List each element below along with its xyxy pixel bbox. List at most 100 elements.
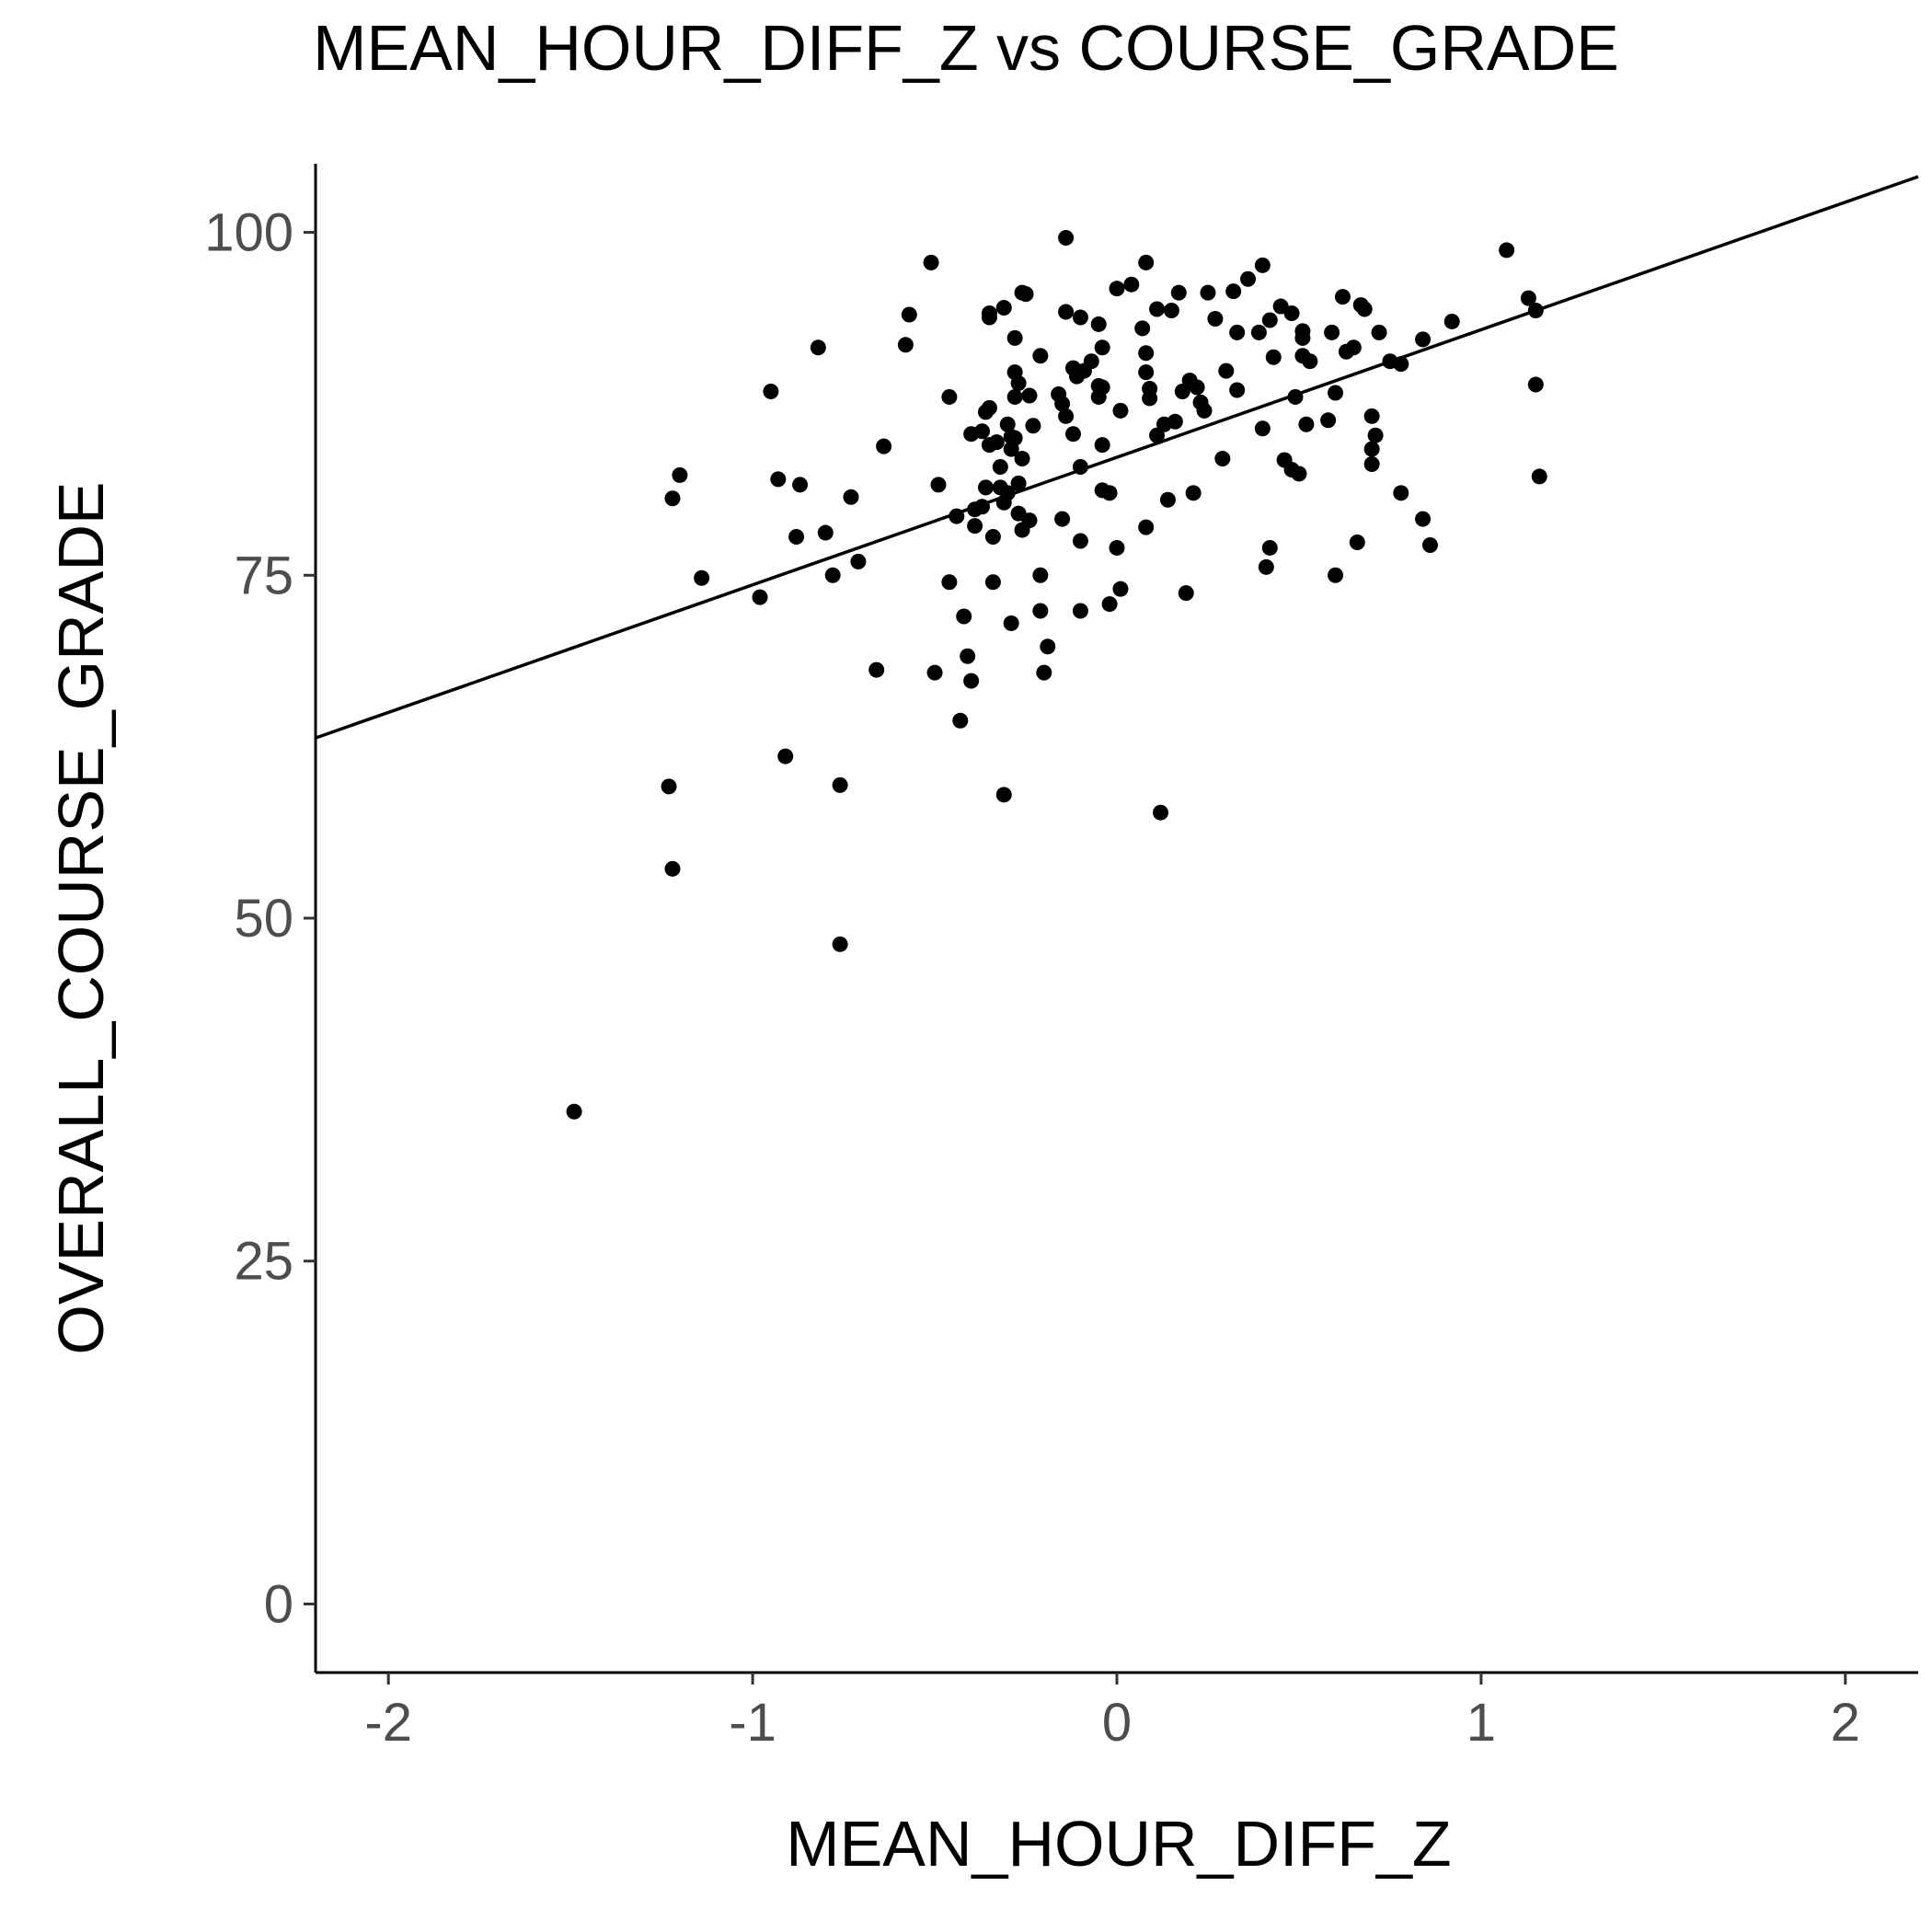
data-point [999,416,1016,432]
data-point [1112,581,1129,597]
data-point [664,490,681,507]
data-point [1258,558,1274,575]
data-point [1189,379,1205,396]
data-point [1334,289,1351,305]
data-point [672,466,688,483]
data-point [999,485,1016,501]
data-point [777,748,794,765]
data-point [981,305,997,322]
data-point [843,489,859,505]
data-point [1356,301,1373,317]
data-point [1214,451,1231,467]
data-point [956,608,972,625]
data-point [1090,316,1107,332]
data-point [1200,284,1216,301]
data-point [868,661,885,678]
data-point [752,589,768,605]
data-point [1163,303,1179,319]
data-point [1003,615,1019,631]
data-point [1040,638,1056,655]
data-point [1112,402,1129,419]
data-point [1058,230,1075,247]
data-point [897,337,914,353]
data-point [1094,339,1110,356]
data-point [960,648,976,664]
data-point [1393,485,1409,501]
y-tick-label: 100 [204,203,293,263]
data-point [1363,441,1380,457]
data-point [1261,312,1278,328]
axes: -2 -1 0 1 2 0 25 50 75 100 [204,164,1918,1753]
data-point [1083,353,1099,370]
data-point [1010,375,1027,392]
data-point [810,339,826,356]
data-point [1054,396,1071,412]
data-point [1159,491,1176,508]
data-point [1123,276,1140,293]
data-point [1328,567,1344,583]
data-point [1178,585,1194,602]
data-point [1109,539,1125,556]
data-point [1058,408,1075,424]
data-point [974,423,991,440]
data-point [1349,534,1365,550]
data-point [694,569,710,586]
x-tick-label: 0 [1102,1693,1132,1753]
data-point [941,574,958,591]
data-point [1064,426,1081,443]
data-point [1415,331,1432,348]
data-point [1138,364,1155,381]
data-point [1170,284,1187,301]
data-point [984,529,1001,546]
data-point [788,529,805,546]
data-point [1185,485,1202,501]
data-point [1250,324,1267,340]
data-point [977,479,994,496]
data-point [1149,427,1166,443]
data-point [930,477,947,493]
data-point [1324,324,1340,340]
data-point [1291,466,1307,482]
x-tick-label: 2 [1831,1693,1860,1753]
data-point [1149,301,1166,317]
data-point [1174,383,1190,399]
y-tick-label: 25 [234,1232,293,1292]
data-point [1021,387,1038,404]
data-point [1363,408,1380,424]
data-point [1261,539,1278,556]
data-point [1032,348,1049,364]
data-point [981,399,997,416]
data-point [1032,567,1049,583]
data-point [1415,511,1432,527]
data-point [974,499,991,515]
data-point [967,518,983,535]
data-point [1287,388,1304,405]
data-point [832,936,848,952]
data-point [995,787,1012,803]
data-point [1025,418,1041,434]
data-point [995,300,1012,316]
trend-line [315,175,1919,740]
data-point [1371,324,1387,340]
chart-title: MEAN_HOUR_DIFF_Z vs COURSE_GRADE [313,12,1619,84]
x-tick-label: -1 [729,1693,776,1753]
data-point [1196,402,1213,419]
data-point [1294,329,1311,346]
data-point [952,712,969,729]
data-point [1207,310,1224,327]
data-point [988,434,1005,451]
data-point [1138,254,1155,270]
data-point [1032,603,1049,619]
data-point [1363,456,1380,473]
data-point [661,778,677,795]
data-point [992,458,1008,475]
data-point [1072,309,1088,326]
data-point [1367,427,1384,443]
data-point [1014,451,1030,467]
data-point [923,254,939,270]
data-point [963,673,980,689]
y-tick-label: 50 [234,889,293,949]
data-point [1320,412,1337,429]
data-point [792,477,809,493]
